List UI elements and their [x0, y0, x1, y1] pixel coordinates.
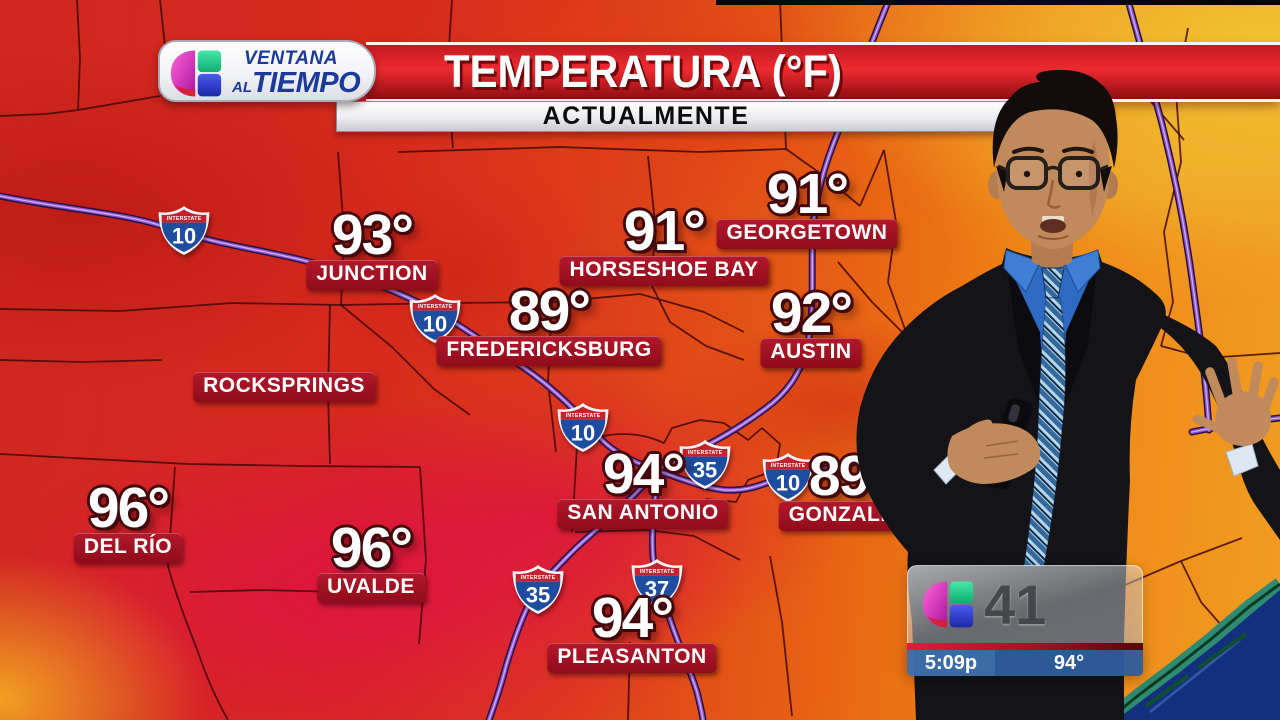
subtitle-banner: ACTUALMENTE [336, 101, 1112, 132]
city-badge: ROCKSPRINGS [193, 372, 375, 402]
brand-line-ventana: VENTANA [244, 48, 338, 69]
station-horseshoe-bay: 91° HORSESHOE BAY [559, 199, 769, 286]
interstate-35-shield: INTERSTATE 35 [510, 563, 566, 616]
temperature-value: 93° [331, 203, 414, 267]
station-austin: 92° AUSTIN [760, 281, 862, 368]
title-banner: TEMPERATURA (°F) [366, 42, 1280, 102]
svg-text:35: 35 [693, 458, 717, 483]
letterbox-strip [716, 0, 1280, 5]
temperature-value: 91° [623, 199, 706, 263]
station-gonzales: 89° GONZALES [778, 444, 920, 531]
bug-accent-stripe [907, 643, 1143, 650]
svg-text:INTERSTATE: INTERSTATE [521, 575, 556, 581]
interstate-10-shield: INTERSTATE 10 [156, 204, 212, 257]
temperature-value: 96° [330, 516, 413, 580]
temperature-value: 94° [591, 586, 674, 650]
station-georgetown: 91° GEORGETOWN [716, 162, 898, 249]
svg-text:INTERSTATE: INTERSTATE [566, 413, 601, 419]
city-badge: SAN ANTONIO [557, 499, 729, 529]
city-badge: FREDERICKSBURG [436, 336, 662, 366]
svg-text:10: 10 [571, 421, 595, 446]
city-badge: UVALDE [317, 573, 425, 603]
station-fredericksburg: 89° FREDERICKSBURG [436, 279, 662, 366]
svg-text:35: 35 [526, 583, 550, 608]
interstate-37-shield: INTERSTATE 37 [629, 557, 685, 610]
svg-text:INTERSTATE: INTERSTATE [688, 450, 723, 456]
city-badge: GONZALES [778, 501, 920, 531]
svg-text:INTERSTATE: INTERSTATE [167, 216, 202, 222]
svg-text:INTERSTATE: INTERSTATE [640, 569, 675, 575]
station-rocksprings: ROCKSPRINGS [193, 372, 375, 402]
univision-logo-icon [168, 47, 224, 99]
clock-time: 5:09p [907, 650, 995, 676]
page-title: TEMPERATURA (°F) [444, 46, 842, 97]
temperature-value: 92° [770, 281, 853, 345]
interstate-35-shield: INTERSTATE 35 [677, 438, 733, 491]
station-uvalde: 96° UVALDE [317, 519, 425, 603]
temperature-value: 91° [766, 162, 849, 226]
current-temperature: 94° [995, 650, 1143, 676]
city-badge: PLEASANTON [547, 643, 717, 673]
station-junction: 93° JUNCTION [306, 203, 438, 290]
city-badge: DEL RÍO [73, 533, 183, 563]
interstate-10-shield: INTERSTATE 10 [407, 292, 463, 345]
city-badge: AUSTIN [760, 338, 862, 368]
svg-text:37: 37 [645, 577, 669, 602]
city-badge: JUNCTION [306, 260, 438, 290]
city-badge: HORSESHOE BAY [559, 256, 769, 286]
bug-info-bar: 5:09p 94° [907, 650, 1143, 676]
city-badge: GEORGETOWN [716, 219, 898, 249]
temperature-value: 96° [87, 476, 170, 540]
ventana-al-tiempo-plate: VENTANA AL TIEMPO [158, 40, 376, 102]
temperature-value: 89° [508, 279, 591, 343]
svg-text:10: 10 [776, 471, 800, 496]
univision-logo-icon [920, 578, 976, 630]
subtitle-text: ACTUALMENTE [542, 102, 750, 130]
interstate-10-shield: INTERSTATE 10 [760, 451, 816, 504]
brand-line-al: AL [232, 79, 252, 96]
svg-text:INTERSTATE: INTERSTATE [418, 304, 453, 310]
station-pleasanton: 94° PLEASANTON [547, 586, 717, 673]
station-san-antonio: 94° SAN ANTONIO [557, 442, 729, 529]
brand-line-tiempo: TIEMPO [252, 67, 361, 99]
channel-number: 41 [984, 573, 1047, 636]
temperature-value: 89° [808, 444, 891, 508]
interstate-10-shield: INTERSTATE 10 [555, 401, 611, 454]
channel-bug: 41 5:09p 94° [907, 565, 1143, 676]
station-del-rio: 96° DEL RÍO [73, 476, 183, 563]
svg-text:INTERSTATE: INTERSTATE [771, 463, 806, 469]
channel-bug-panel: 41 [907, 565, 1143, 643]
svg-text:10: 10 [423, 312, 447, 337]
temperature-value: 94° [602, 442, 685, 506]
brand-text: VENTANA AL TIEMPO [232, 48, 361, 99]
svg-text:10: 10 [172, 224, 196, 249]
